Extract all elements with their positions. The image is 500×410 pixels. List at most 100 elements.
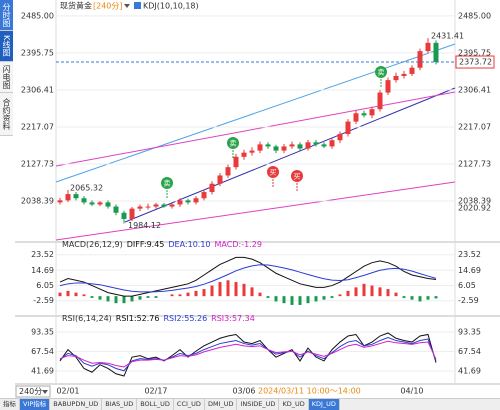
macd-bar (138, 296, 142, 300)
macd-bar (426, 296, 430, 300)
indicator-line (59, 332, 437, 377)
y-tick-label: 2038.39 (458, 196, 491, 205)
macd-bar (346, 290, 350, 297)
bottom-tab[interactable]: KDJ_UD (308, 399, 340, 410)
macd-bar (370, 285, 374, 297)
indicator-icon (134, 2, 141, 9)
trend-line (124, 87, 456, 223)
y-tick-label: 2127.73 (21, 159, 54, 168)
high-label: 2065.32 (70, 183, 103, 192)
x-tick-label: 03/06 (232, 387, 255, 396)
signal-marker (227, 137, 239, 149)
candle-body (297, 144, 303, 149)
period-selector-label[interactable]: 240分 (19, 387, 42, 396)
candle-body (409, 67, 415, 74)
candle-body (361, 113, 367, 116)
candle-body (433, 42, 439, 63)
bottom-tab[interactable]: KD_UD (279, 399, 309, 410)
bottom-tab[interactable]: VIP指标 (20, 399, 51, 410)
candle-body (425, 42, 431, 52)
sidebar-tab[interactable]: 分时图 (0, 0, 13, 31)
price-box (455, 55, 495, 69)
candle-body (185, 200, 191, 203)
macd-bar (362, 283, 366, 297)
macd-bar (242, 283, 246, 297)
candle-body (201, 192, 207, 199)
bottom-tab[interactable]: CCI_UD (174, 399, 205, 410)
macd-bar (90, 296, 94, 298)
cursor-label: 2024/03/11 10:00～14:00 (258, 387, 361, 396)
candle-body (345, 121, 351, 135)
bottom-tab[interactable]: BABUPDN_UD (50, 399, 103, 410)
candle-body (193, 198, 199, 203)
candle-body (65, 194, 71, 201)
y-tick-label: 6.05 (458, 281, 476, 290)
macd-bar (226, 280, 230, 297)
y-tick-label: 2127.73 (458, 159, 491, 168)
bottom-tab[interactable]: BOLL_UD (137, 399, 174, 410)
candle-body (313, 142, 319, 145)
bottom-tab[interactable]: BIAS_UD (102, 399, 138, 410)
candle-body (393, 75, 399, 81)
dropdown-icon[interactable] (42, 390, 48, 394)
sidebar-tab[interactable]: 闪电图 (0, 62, 13, 93)
y-tick-label: 67.54 (458, 347, 481, 356)
candle-body (81, 198, 87, 203)
period-selector[interactable] (15, 385, 51, 398)
macd-bar (402, 296, 406, 298)
candle-body (321, 144, 327, 147)
macd-bar (314, 296, 318, 302)
candle-body (265, 144, 271, 147)
candle-body (241, 152, 247, 157)
macd-bar (266, 296, 270, 298)
macd-bar (298, 296, 302, 305)
candle-body (105, 202, 111, 207)
y-tick-label: 2485.00 (21, 11, 54, 20)
signal-label: 卖 (164, 180, 171, 188)
signal-marker (375, 66, 387, 78)
y-tick-label: -2.59 (458, 296, 479, 305)
sidebar-tab[interactable]: K线图 (0, 31, 13, 62)
y-tick-label: -2.59 (33, 296, 54, 305)
candle-body (233, 156, 239, 168)
indicator-title: RSI(6,14,24) RSI1:52.76 RSI2:55.26 RSI3:57.… (62, 314, 255, 323)
macd-bar (66, 290, 70, 297)
y-tick-label: 14.69 (31, 266, 54, 275)
candle-body (305, 142, 311, 149)
candle-body (97, 202, 103, 205)
bottom-tab[interactable]: 指标 (0, 399, 20, 410)
candle-body (169, 204, 175, 207)
indicator-line (59, 340, 437, 368)
candle-body (145, 206, 151, 208)
signal-marker (161, 177, 173, 189)
candle-body (225, 167, 231, 176)
macd-bar (210, 285, 214, 297)
macd-bar (146, 296, 150, 298)
macd-bar (322, 296, 326, 300)
y-tick-label: 14.69 (458, 266, 481, 275)
indicator: KDJ(10,10,18) (143, 2, 199, 11)
signal-marker (291, 170, 303, 182)
candle-body (113, 206, 119, 213)
signal-label: 卖 (230, 140, 237, 148)
macd-bar (98, 296, 102, 300)
bottom-tab[interactable]: DMI_UD (205, 399, 238, 410)
sidebar-tab[interactable]: 合约资料 (0, 93, 13, 136)
dropdown-icon[interactable] (124, 4, 130, 8)
legend-entry: MACD:-1.29 (215, 240, 262, 249)
y-tick-label: 41.69 (458, 366, 481, 375)
candle-body (401, 73, 407, 76)
candle-body (177, 200, 183, 205)
bottom-tab[interactable]: INSIDE_UD (237, 399, 280, 410)
candle-body (337, 134, 343, 141)
symbol: 现货黄金 (60, 1, 92, 11)
bottom-tabs: 指标 VIP指标 BABUPDN_UD BIAS_UD BOLL_UD CCI_UD DMI… (0, 398, 500, 410)
candle-body (89, 202, 95, 205)
period[interactable]: [240分] (93, 2, 123, 11)
y-tick-label: 2395.75 (458, 48, 491, 57)
macd-bar (338, 294, 342, 297)
macd-bar (378, 287, 382, 297)
signal-marker (267, 166, 279, 178)
macd-bar (202, 289, 206, 297)
macd-bar (274, 296, 278, 302)
